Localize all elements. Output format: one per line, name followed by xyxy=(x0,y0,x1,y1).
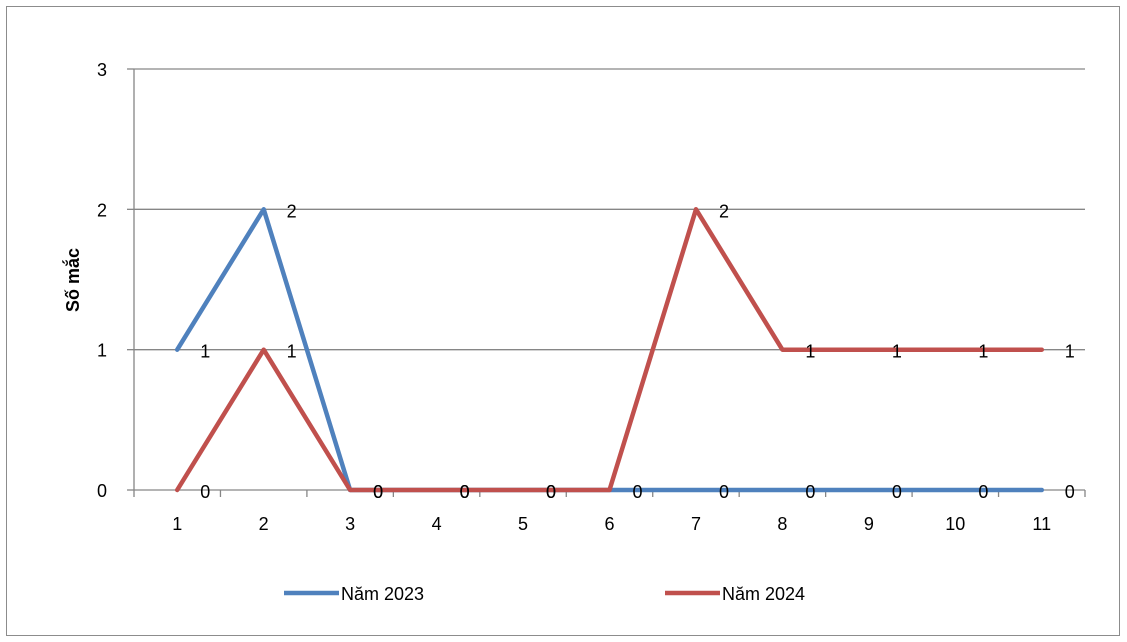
data-label: 1 xyxy=(978,342,988,362)
y-tick-label: 3 xyxy=(97,60,107,80)
x-tick-label: 6 xyxy=(604,514,614,534)
data-label: 0 xyxy=(978,482,988,502)
data-label: 0 xyxy=(460,482,470,502)
x-tick-label: 9 xyxy=(864,514,874,534)
y-tick-label: 2 xyxy=(97,200,107,220)
x-tick-label: 2 xyxy=(259,514,269,534)
data-label: 0 xyxy=(200,482,210,502)
data-label: 1 xyxy=(1065,342,1075,362)
y-axis-label: Số mắc xyxy=(62,248,83,312)
data-label: 0 xyxy=(373,482,383,502)
data-label: 0 xyxy=(805,482,815,502)
x-tick-label: 3 xyxy=(345,514,355,534)
series-lines xyxy=(174,207,1045,493)
x-tick-label: 10 xyxy=(945,514,965,534)
data-label: 0 xyxy=(1065,482,1075,502)
legend: Năm 2023 Năm 2024 xyxy=(284,584,805,604)
data-label: 0 xyxy=(460,482,470,502)
data-label: 2 xyxy=(287,201,297,221)
x-tick-label: 7 xyxy=(691,514,701,534)
data-label: 0 xyxy=(373,482,383,502)
x-tick-label: 5 xyxy=(518,514,528,534)
data-label: 0 xyxy=(546,482,556,502)
data-label: 1 xyxy=(805,342,815,362)
x-tick-label: 8 xyxy=(777,514,787,534)
data-label: 0 xyxy=(892,482,902,502)
data-label: 1 xyxy=(287,342,297,362)
data-label: 2 xyxy=(719,201,729,221)
y-tick-label: 1 xyxy=(97,341,107,361)
data-label: 0 xyxy=(546,482,556,502)
x-tick-label: 1 xyxy=(172,514,182,534)
legend-label: Năm 2024 xyxy=(722,584,805,604)
x-tick-label: 11 xyxy=(1032,514,1051,534)
y-tick-label: 0 xyxy=(97,481,107,501)
gridlines xyxy=(134,68,1085,351)
data-label: 0 xyxy=(633,482,643,502)
data-label: 1 xyxy=(892,342,902,362)
legend-label: Năm 2023 xyxy=(341,584,424,604)
series-line-2 xyxy=(174,207,1045,493)
x-tick-label: 4 xyxy=(432,514,442,534)
data-label: 0 xyxy=(719,482,729,502)
data-label: 1 xyxy=(200,342,210,362)
